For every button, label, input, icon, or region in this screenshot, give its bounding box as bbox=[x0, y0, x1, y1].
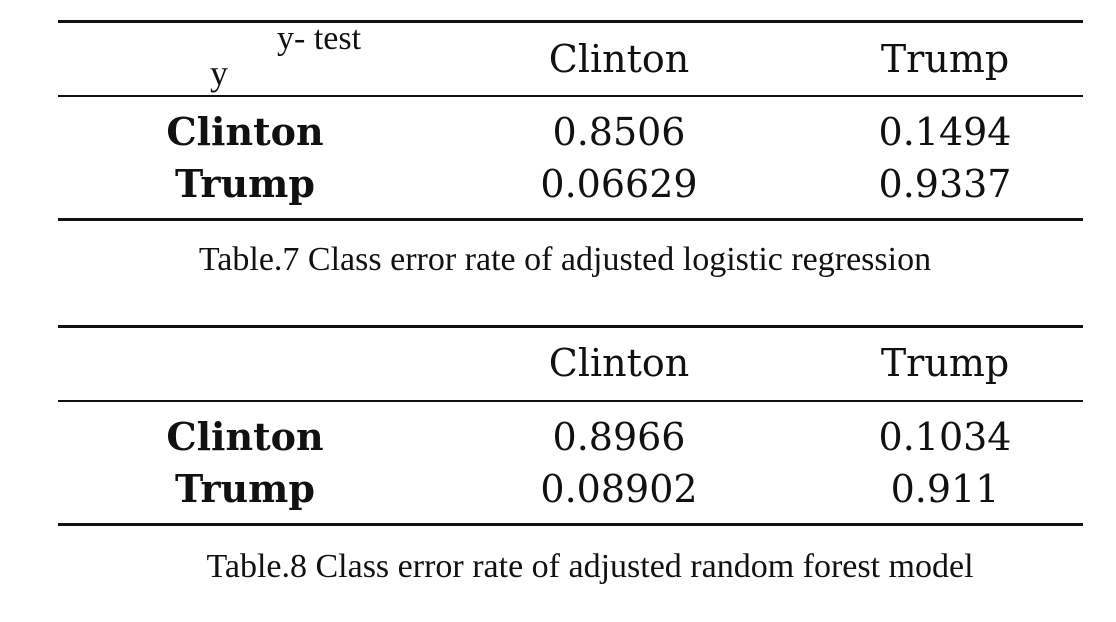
table-7-row-label: Clinton bbox=[166, 109, 324, 154]
table-8-column-header: Clinton bbox=[548, 341, 690, 385]
table-8-cell: 0.1034 bbox=[878, 415, 1012, 459]
table-7-column-header: Trump bbox=[880, 37, 1010, 81]
table-7-cell: 0.1494 bbox=[878, 110, 1012, 154]
table-8-row-label: Trump bbox=[175, 466, 315, 511]
table-8-cell: 0.08902 bbox=[540, 467, 698, 511]
table-8-header-rule bbox=[58, 400, 1083, 402]
table-7-corner-column-label: y- test bbox=[277, 20, 362, 57]
table-8-column-header: Trump bbox=[880, 341, 1010, 385]
table-7-cell: 0.8506 bbox=[552, 110, 686, 154]
table-7-column-header: Clinton bbox=[548, 37, 690, 81]
table-8-top-rule bbox=[58, 325, 1083, 328]
table-7-cell: 0.9337 bbox=[878, 162, 1012, 206]
table-7-bottom-rule bbox=[58, 218, 1083, 221]
table-8-cell: 0.8966 bbox=[552, 415, 686, 459]
table-7-corner-row-label: y bbox=[210, 53, 228, 93]
table-8-bottom-rule bbox=[58, 523, 1083, 526]
table-8-row-label: Clinton bbox=[166, 414, 324, 459]
table-8-cell: 0.911 bbox=[890, 467, 1000, 511]
table-7-caption: Table.7 Class error rate of adjusted log… bbox=[198, 241, 932, 278]
table-7-header-rule bbox=[58, 95, 1083, 97]
table-7-top-rule bbox=[58, 20, 1083, 23]
table-7-cell: 0.06629 bbox=[540, 162, 698, 206]
table-8-caption: Table.8 Class error rate of adjusted ran… bbox=[206, 548, 974, 585]
table-7-row-label: Trump bbox=[175, 161, 315, 206]
